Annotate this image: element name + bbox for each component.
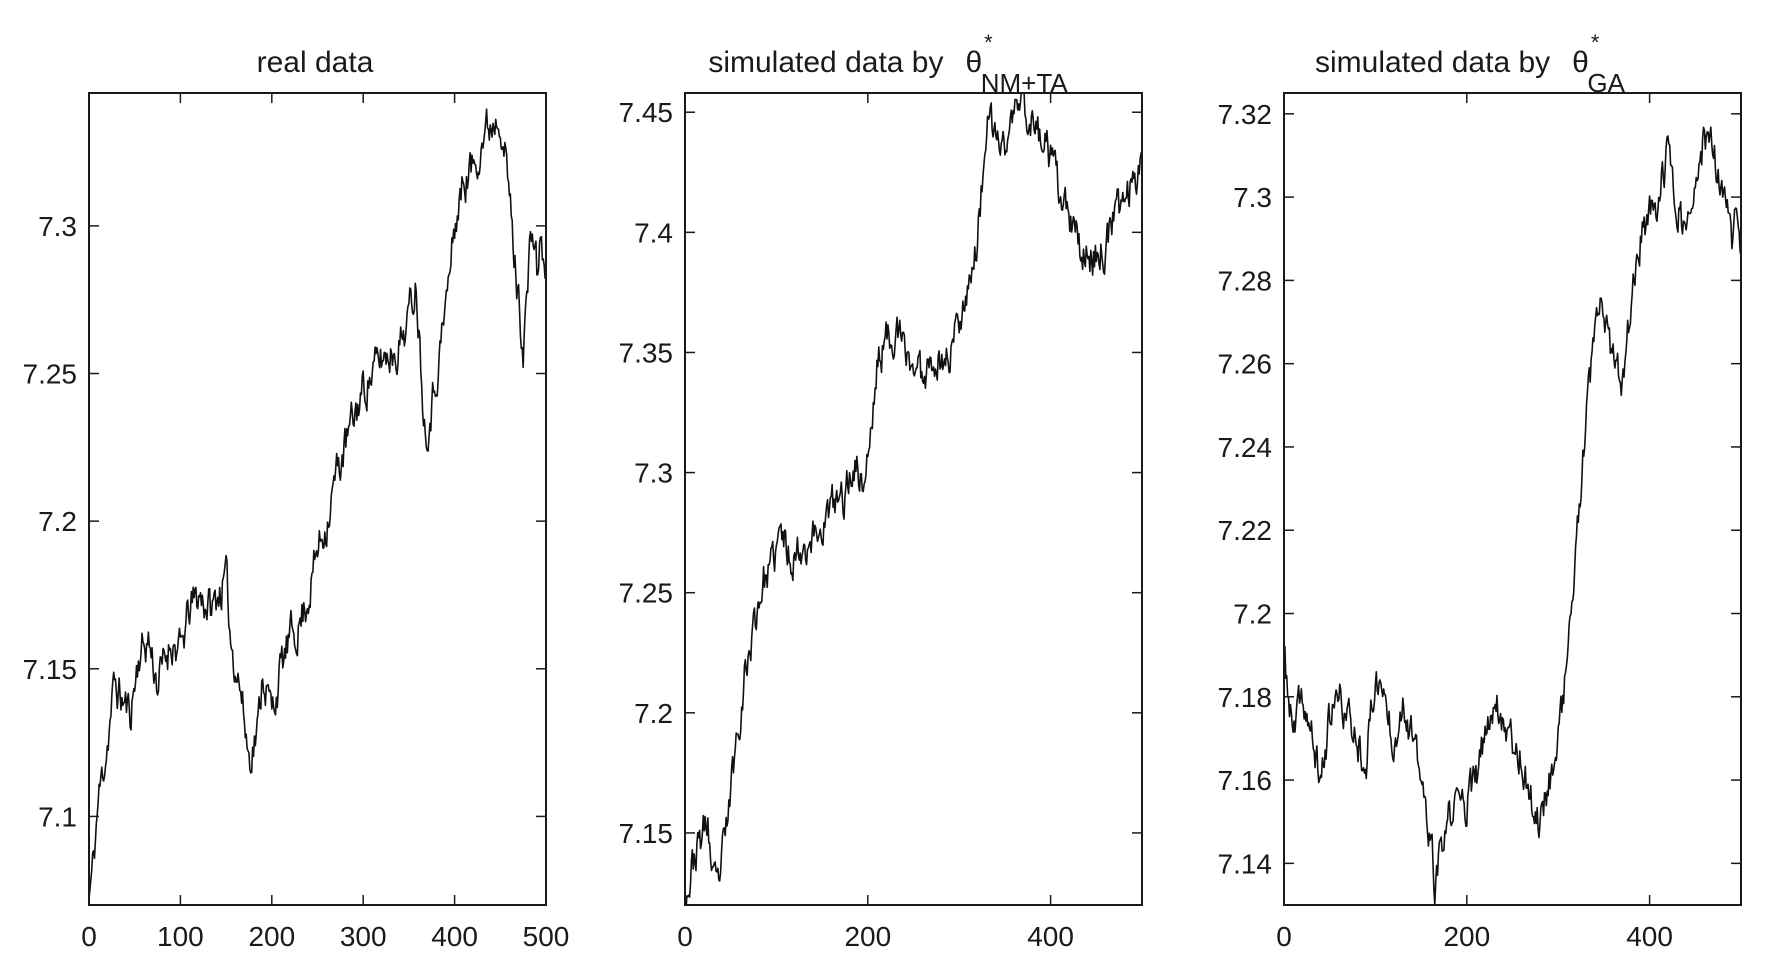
chart-title-text: real data: [257, 46, 374, 79]
x-tick-label: 500: [523, 921, 570, 952]
theta-symbol: θ: [965, 46, 982, 79]
chart-title-text: simulated data by: [708, 46, 943, 79]
chart-panel-1: 0 100 200 300 400 500 7.1 7.15 7.2 7.25 7.3 real da…: [23, 46, 570, 952]
y-tick-label: 7.14: [1218, 848, 1273, 879]
y-tick-label: 7.2: [1233, 599, 1272, 630]
x-tick-label: 400: [1626, 921, 1673, 952]
y-tick-label: 7.45: [619, 97, 674, 128]
x-tick-label: 0: [81, 921, 97, 952]
y-tick-label: 7.25: [23, 359, 78, 390]
x-tick-label: 300: [340, 921, 387, 952]
y-tick-label: 7.2: [634, 698, 673, 729]
chart-panel-2: 0 200 400 7.15 7.2 7.25 7.3 7.35 7.4 7.45 simulate…: [619, 30, 1143, 952]
y-tick-label: 7.2: [38, 506, 77, 537]
x-tick-label: 0: [1276, 921, 1292, 952]
x-tick-label: 200: [248, 921, 295, 952]
title-subscript: GA: [1587, 68, 1625, 98]
x-tick-label: 400: [1027, 921, 1074, 952]
y-tick-label: 7.3: [1233, 182, 1272, 213]
y-tick-label: 7.4: [634, 217, 673, 248]
chart-title: simulated data by θ* NM+TA: [708, 30, 1068, 98]
plot-frame: [1283, 92, 1742, 906]
chart-panel-3: 0 200 400 7.14 7.16 7.18 7.2 7.22 7.24 7.26 7.28 7.…: [1218, 30, 1742, 952]
plot-frame: [684, 92, 1143, 906]
x-tick-label: 200: [844, 921, 891, 952]
y-tick-label: 7.3: [38, 211, 77, 242]
y-tick-label: 7.22: [1218, 515, 1273, 546]
y-tick-label: 7.18: [1218, 682, 1273, 713]
y-tick-label: 7.15: [619, 818, 674, 849]
y-tick-label: 7.24: [1218, 432, 1273, 463]
chart-title: simulated data by θ* GA: [1315, 30, 1626, 98]
theta-symbol: θ: [1572, 46, 1589, 79]
y-tick-label: 7.16: [1218, 765, 1273, 796]
y-tick-label: 7.15: [23, 654, 78, 685]
y-tick-label: 7.28: [1218, 265, 1273, 296]
series-line-1-1: [89, 108, 546, 899]
title-superscript: *: [1591, 30, 1600, 55]
y-tick-label: 7.3: [634, 458, 673, 489]
x-tick-label: 400: [431, 921, 478, 952]
chart-title: real data: [257, 46, 374, 79]
series-line-2-1: [685, 93, 1142, 905]
plot-frame: [88, 92, 547, 906]
chart-title-text: simulated data by: [1315, 46, 1550, 79]
y-tick-label: 7.26: [1218, 349, 1273, 380]
y-tick-label: 7.25: [619, 578, 674, 609]
y-tick-label: 7.35: [619, 337, 674, 368]
x-tick-label: 200: [1443, 921, 1490, 952]
title-superscript: *: [984, 30, 993, 55]
x-tick-label: 0: [677, 921, 693, 952]
y-tick-label: 7.32: [1218, 99, 1273, 130]
x-tick-label: 100: [157, 921, 204, 952]
y-tick-label: 7.1: [38, 801, 77, 832]
series-line-3-1: [1284, 126, 1741, 905]
title-subscript: NM+TA: [981, 68, 1069, 98]
